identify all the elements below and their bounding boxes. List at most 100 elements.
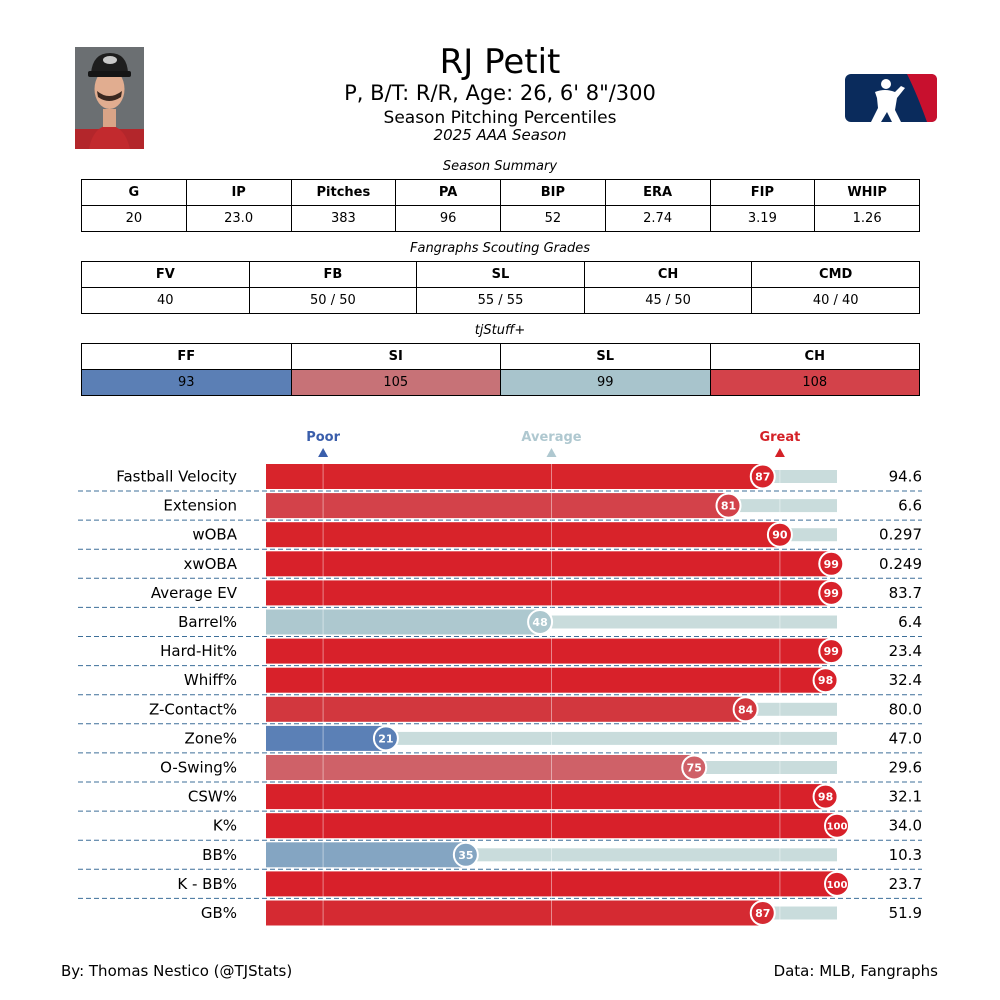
- season-summary-caption: Season Summary: [442, 159, 558, 174]
- scouting-value-cell: 40: [81, 287, 250, 314]
- section-title: Season Pitching Percentiles: [383, 108, 617, 128]
- summary-value-cell: 1.26: [814, 205, 920, 232]
- tjstuff-header-cell: SI: [290, 343, 501, 370]
- percentile-circle: [749, 900, 776, 926]
- season-summary-value-row: 20 23.0 383 96 52 2.74 3.19 1.26: [81, 205, 920, 232]
- percentile-bar: [266, 842, 466, 868]
- league-logo: [845, 74, 937, 122]
- percentile-bar: [266, 667, 826, 693]
- percentile-bar: [266, 464, 763, 489]
- percentile-circle: [715, 492, 742, 519]
- percentile-bar: [266, 755, 695, 780]
- percentile-bar: [266, 580, 832, 606]
- marker-triangle-icon: [318, 448, 329, 457]
- percentile-bar: [266, 784, 826, 810]
- stat-value: 80.0: [889, 700, 922, 718]
- percentile-circle: [732, 696, 759, 723]
- percentile-circle: [818, 579, 845, 606]
- category-label: K - BB%: [177, 875, 237, 893]
- percentile-circle: [812, 783, 839, 810]
- scouting-value-cell: 50 / 50: [248, 287, 418, 314]
- category-label: O-Swing%: [160, 759, 237, 777]
- tjstuff-header-cell: SL: [500, 343, 711, 370]
- percentile-value: 99: [824, 645, 839, 658]
- footer-source: Data: MLB, Fangraphs: [773, 962, 938, 980]
- player-photo-graphic: [75, 47, 144, 149]
- percentile-value: 90: [772, 529, 788, 542]
- percentile-bar: [266, 813, 837, 839]
- category-label: Z-Contact%: [149, 700, 237, 718]
- category-label: Zone%: [185, 729, 237, 747]
- percentile-bar: [266, 696, 746, 722]
- scouting-value-cell: 40 / 40: [751, 287, 920, 314]
- summary-value-cell: 96: [395, 205, 501, 232]
- category-label: Average EV: [151, 584, 238, 602]
- league-logo-graphic: [845, 74, 937, 122]
- tjstuff-header-cell: FF: [81, 343, 292, 370]
- scouting-value-row: 40 50 / 50 55 / 55 45 / 50 40 / 40: [81, 287, 920, 314]
- percentile-circle: [749, 463, 776, 490]
- stat-value: 83.7: [889, 584, 922, 602]
- scouting-header-cell: CH: [583, 261, 753, 288]
- stat-value: 0.297: [879, 526, 922, 544]
- percentile-circle: [766, 521, 793, 548]
- percentile-value: 100: [827, 880, 848, 891]
- category-label: CSW%: [188, 788, 237, 806]
- percentile-circle: [818, 638, 845, 665]
- stat-value: 23.7: [889, 875, 922, 893]
- summary-value-cell: 23.0: [185, 205, 292, 232]
- scouting-table: FV FB SL CH CMD 40 50 / 50 55 / 55 45 / …: [81, 261, 920, 314]
- percentile-bar: [266, 725, 386, 751]
- stat-value: 6.6: [898, 497, 922, 515]
- stat-value: 94.6: [889, 468, 922, 486]
- tjstuff-caption: tjStuff+: [474, 323, 526, 338]
- percentile-bar: [266, 522, 780, 548]
- tjstuff-header-row: FF SI SL CH: [81, 343, 920, 370]
- percentile-circle: [681, 754, 708, 781]
- percentile-bar: [266, 551, 832, 577]
- category-label: Extension: [163, 497, 237, 515]
- stat-value: 32.1: [889, 788, 922, 806]
- category-label: wOBA: [192, 526, 237, 544]
- percentile-bar: [266, 609, 541, 635]
- marker-triangle-icon: [774, 448, 785, 457]
- percentile-circle: [527, 609, 554, 635]
- category-label: Barrel%: [178, 613, 237, 631]
- footer-credit: By: Thomas Nestico (@TJStats): [61, 962, 293, 980]
- percentile-value: 99: [824, 558, 839, 571]
- scouting-value-cell: 45 / 50: [583, 287, 753, 314]
- percentile-bar: [266, 638, 832, 664]
- tjstuff-value-row: 93 105 99 108: [81, 369, 920, 396]
- scouting-header-cell: CMD: [751, 261, 920, 288]
- percentile-value: 21: [378, 732, 393, 745]
- percentile-value: 81: [721, 500, 736, 513]
- stat-value: 23.4: [889, 642, 922, 660]
- percentile-value: 99: [824, 587, 839, 600]
- tjstuff-value-cell: 105: [290, 369, 501, 396]
- percentile-circle: [372, 725, 399, 752]
- percentile-value: 87: [755, 907, 770, 920]
- percentile-value: 35: [458, 849, 473, 862]
- marker-label-average: Average: [521, 430, 581, 445]
- stat-value: 47.0: [889, 729, 922, 747]
- percentile-circle: [452, 841, 479, 868]
- tjstuff-header-cell: CH: [709, 343, 920, 370]
- tjstuff-table: FF SI SL CH 93 105 99 108: [81, 343, 920, 396]
- tjstuff-value-cell: 93: [81, 369, 292, 396]
- scouting-caption: Fangraphs Scouting Grades: [410, 241, 590, 256]
- summary-header-cell: G: [81, 179, 187, 206]
- percentile-value: 87: [755, 471, 770, 484]
- percentile-value: 98: [818, 791, 833, 804]
- percentile-value: 75: [687, 762, 702, 775]
- percentile-circle: [812, 667, 839, 694]
- summary-value-cell: 383: [290, 205, 397, 232]
- stat-value: 34.0: [889, 817, 922, 835]
- category-label: Whiff%: [184, 671, 237, 689]
- tjstuff-value-cell: 108: [709, 369, 920, 396]
- percentile-value: 98: [818, 674, 833, 687]
- stat-value: 29.6: [889, 759, 922, 777]
- percentile-bar: [266, 900, 763, 926]
- category-label: BB%: [202, 846, 237, 864]
- player-photo: [75, 47, 144, 149]
